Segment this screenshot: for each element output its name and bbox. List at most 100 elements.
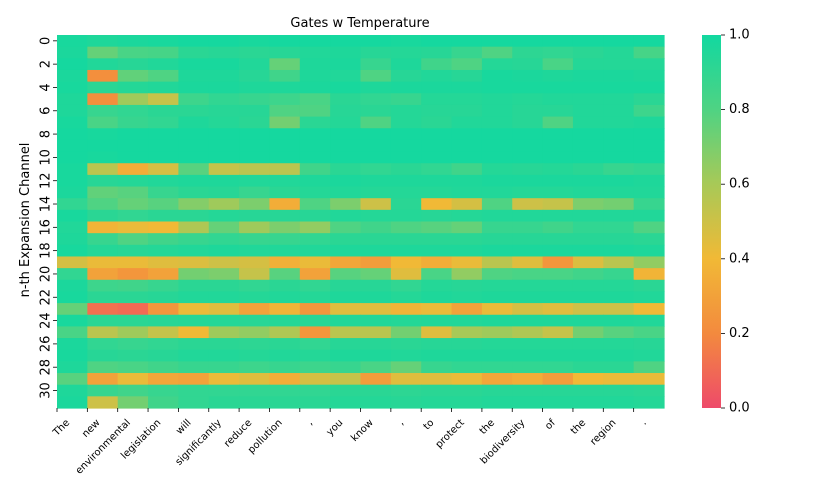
heatmap-cell: [57, 209, 88, 223]
heatmap-cell: [208, 244, 240, 258]
heatmap-cell: [512, 116, 544, 129]
heatmap-cell: [360, 349, 392, 362]
heatmap-cell: [178, 163, 210, 176]
heatmap-cell: [299, 69, 331, 83]
heatmap-cell: [603, 198, 635, 211]
heatmap-cell: [117, 338, 149, 351]
heatmap-cell: [299, 116, 331, 129]
y-tick-label: 4: [39, 83, 54, 91]
heatmap-cell: [603, 361, 635, 374]
heatmap-cell: [117, 58, 149, 71]
heatmap-cell: [572, 256, 604, 269]
heatmap-cell: [481, 338, 513, 351]
heatmap-cell: [208, 338, 240, 351]
heatmap-cell: [269, 186, 301, 199]
heatmap-cell: [330, 314, 362, 328]
heatmap-cell: [117, 35, 149, 48]
heatmap-cell: [117, 326, 149, 339]
heatmap-cell: [269, 349, 301, 362]
heatmap-cell: [451, 303, 483, 316]
heatmap-cell: [451, 326, 483, 339]
heatmap-cell: [57, 338, 88, 351]
heatmap-cell: [117, 244, 149, 258]
heatmap-cell: [603, 221, 635, 234]
heatmap-cell: [451, 128, 483, 141]
heatmap-cell: [87, 186, 119, 199]
heatmap-cell: [512, 373, 544, 386]
heatmap-cell: [117, 303, 149, 316]
colorbar: [702, 35, 721, 408]
heatmap-cell: [87, 256, 119, 269]
heatmap-cell: [572, 303, 604, 316]
heatmap-cell: [572, 81, 604, 94]
heatmap-cell: [148, 268, 179, 281]
heatmap-cell: [421, 291, 453, 304]
heatmap-cell: [330, 104, 362, 118]
heatmap-cell: [421, 361, 453, 374]
heatmap-cell: [57, 291, 88, 304]
heatmap-cell: [633, 198, 665, 211]
heatmap-cell: [481, 69, 513, 83]
heatmap-cell: [360, 35, 392, 48]
heatmap-cell: [208, 314, 240, 328]
heatmap-cell: [57, 303, 88, 316]
heatmap-cell: [57, 349, 88, 362]
heatmap-cell: [512, 314, 544, 328]
heatmap-cell: [542, 46, 574, 59]
heatmap-cell: [269, 151, 301, 164]
heatmap-cell: [512, 93, 544, 106]
heatmap-cell: [603, 349, 635, 362]
heatmap-cell: [633, 221, 665, 234]
heatmap-cell: [269, 35, 301, 48]
heatmap-cell: [572, 291, 604, 304]
chart-title: Gates w Temperature: [290, 16, 429, 31]
heatmap-cell: [390, 104, 422, 118]
heatmap-cell: [390, 326, 422, 339]
heatmap-cell: [148, 104, 179, 118]
heatmap-cell: [421, 303, 453, 316]
heatmap-cell: [542, 151, 574, 164]
heatmap-cell: [239, 35, 271, 48]
heatmap-cell: [481, 326, 513, 339]
heatmap-cell: [57, 46, 88, 59]
heatmap-cell: [390, 349, 422, 362]
heatmap-cell: [269, 163, 301, 176]
heatmap-cell: [148, 373, 179, 386]
heatmap-cell: [421, 116, 453, 129]
heatmap-cell: [603, 268, 635, 281]
heatmap-cell: [603, 338, 635, 351]
heatmap-cell: [451, 384, 483, 397]
heatmap-cell: [299, 256, 331, 269]
x-tick-label: environmental: [74, 417, 133, 476]
heatmap-cell: [633, 128, 665, 141]
heatmap-cell: [148, 326, 179, 339]
heatmap-cell: [239, 268, 271, 281]
heatmap-cell: [178, 291, 210, 304]
heatmap-cell: [148, 81, 179, 94]
heatmap-cell: [633, 104, 665, 118]
heatmap-cell: [572, 338, 604, 351]
heatmap-cell: [481, 233, 513, 246]
heatmap-cell: [269, 104, 301, 118]
heatmap-cell: [57, 256, 88, 269]
heatmap-cell: [330, 268, 362, 281]
heatmap-cell: [208, 373, 240, 386]
heatmap-cell: [87, 151, 119, 164]
heatmap-cell: [360, 268, 392, 281]
heatmap-cell: [330, 186, 362, 199]
heatmap-cell: [451, 244, 483, 258]
heatmap-cell: [239, 69, 271, 83]
heatmap-cell: [269, 326, 301, 339]
heatmap-cell: [178, 186, 210, 199]
heatmap-cell: [269, 233, 301, 246]
heatmap-cell: [239, 58, 271, 71]
heatmap-cell: [481, 314, 513, 328]
heatmap-cell: [572, 163, 604, 176]
heatmap-cell: [299, 279, 331, 293]
heatmap-cell: [117, 279, 149, 293]
heatmap-cell: [117, 81, 149, 94]
heatmap-cell: [57, 198, 88, 211]
heatmap-cell: [390, 279, 422, 293]
heatmap-cell: [421, 151, 453, 164]
heatmap-cell: [421, 314, 453, 328]
